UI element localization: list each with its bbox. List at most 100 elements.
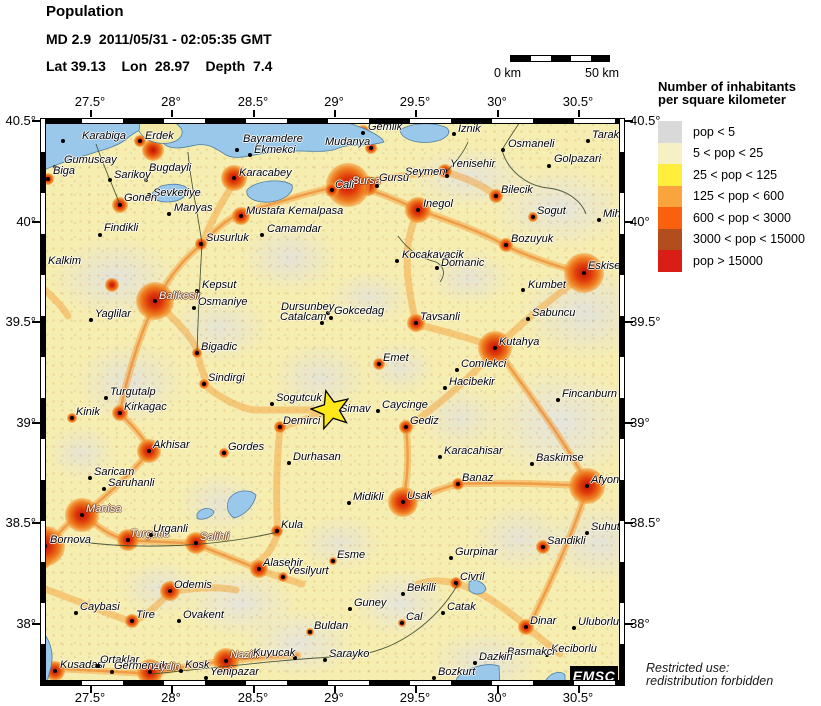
city-dot [445, 174, 449, 178]
city-dot [257, 567, 261, 571]
axis-label-bottom: 30.5° [562, 690, 594, 705]
city-dot [501, 656, 505, 660]
city-dot [452, 132, 456, 136]
city-dot [455, 368, 459, 372]
city-dot [501, 148, 505, 152]
city-label: Gonen [124, 192, 158, 204]
axis-label-right: 38.5° [630, 515, 661, 530]
city-label: Gediz [410, 415, 439, 427]
city-dot [89, 318, 93, 322]
city-dot [585, 484, 589, 488]
city-label: Osmaniye [198, 296, 248, 308]
city-dot [195, 289, 199, 293]
city-label: Bayramdere [243, 133, 303, 145]
city-dot [545, 653, 549, 657]
legend-swatch [658, 228, 682, 250]
legend-item: pop > 15000 [658, 250, 818, 272]
axis-label-bottom: 27.5° [74, 690, 106, 705]
city-label: Balikesir [159, 290, 201, 302]
axis-label-right: 39° [630, 415, 650, 430]
city-label: Bigadic [201, 341, 238, 353]
city-dot [148, 670, 152, 674]
city-label: Yenipazar [210, 666, 259, 678]
city-label: Bugdayli [149, 162, 192, 174]
city-dot [149, 533, 153, 537]
city-dot [572, 626, 576, 630]
city-label: Kuyucak [253, 647, 296, 659]
city-dot [192, 306, 196, 310]
city-label: Midikli [353, 491, 384, 503]
city-label: Emet [383, 352, 409, 364]
axis-label-bottom: 30° [487, 690, 507, 705]
city-label: Bornova [50, 534, 91, 546]
city-dot [449, 556, 453, 560]
city-label: Tavsanli [420, 311, 460, 323]
city-dot [96, 664, 100, 668]
legend-item-label: 25 < pop < 125 [693, 167, 778, 182]
axis-label-right: 40° [630, 214, 650, 229]
legend-swatch [658, 142, 682, 164]
legend-title: Number of inhabitants per square kilomet… [658, 80, 818, 106]
population-hotspot [105, 278, 119, 292]
axis-tick-top [415, 110, 417, 117]
axis-tick-left [32, 623, 40, 625]
axis-tick-bottom [90, 686, 92, 693]
city-label: Kosk [185, 659, 210, 671]
legend-item-label: 600 < pop < 3000 [693, 210, 792, 225]
city-label: Karacahisar [444, 445, 503, 457]
city-label: Findikli [104, 222, 139, 234]
map-frame-left [40, 118, 46, 686]
city-label: Yesilyurt [287, 565, 329, 577]
city-dot [130, 619, 134, 623]
city-dot [404, 425, 408, 429]
city-dot [454, 581, 458, 585]
axis-label-top: 29.5° [399, 94, 431, 109]
city-dot [222, 451, 226, 455]
city-label: Osmaneli [508, 138, 555, 150]
city-dot [443, 169, 447, 173]
city-label: Gemlik [368, 121, 403, 133]
city-dot [323, 658, 327, 662]
city-label: Keciborlu [551, 643, 597, 655]
city-dot [493, 346, 497, 350]
city-label: Banaz [462, 472, 494, 484]
city-dot [110, 670, 114, 674]
map-frame-top [40, 118, 625, 124]
city-dot [102, 487, 106, 491]
city-dot [504, 243, 508, 247]
city-dot [224, 659, 228, 663]
city-dot [126, 538, 130, 542]
city-dot [320, 321, 324, 325]
axis-label-right: 39.5° [630, 314, 661, 329]
city-dot [530, 462, 534, 466]
city-dot [348, 607, 352, 611]
city-dot [168, 589, 172, 593]
legend-swatch [658, 185, 682, 207]
city-label: Sarayko [329, 648, 370, 660]
epicenter-star [310, 389, 350, 431]
legend-item-label: 5 < pop < 25 [693, 146, 764, 161]
axis-tick-right [625, 522, 633, 524]
city-dot [473, 661, 477, 665]
legend-item: 3000 < pop < 15000 [658, 228, 818, 250]
city-label: Saricam [94, 466, 135, 478]
city-label: Karabiga [82, 130, 127, 142]
city-label: Aydin [153, 661, 181, 673]
legend-swatch [658, 121, 682, 143]
city-dot [278, 425, 282, 429]
city-label: Sogut [537, 205, 566, 217]
city-label: Golpazari [554, 153, 602, 165]
axis-tick-bottom [415, 686, 417, 693]
city-label: Bozuyuk [511, 233, 554, 245]
city-dot [194, 541, 198, 545]
city-label: Dursunbey [281, 301, 335, 313]
axis-tick-top [578, 110, 580, 117]
city-label: Comlekci [461, 358, 507, 370]
city-dot [521, 288, 525, 292]
city-dot [104, 396, 108, 400]
city-dot [260, 233, 264, 237]
city-label: Gurpinar [455, 546, 498, 558]
lake-isikli [468, 580, 487, 595]
axis-label-left: 39° [16, 415, 36, 430]
city-label: Guney [354, 597, 387, 609]
